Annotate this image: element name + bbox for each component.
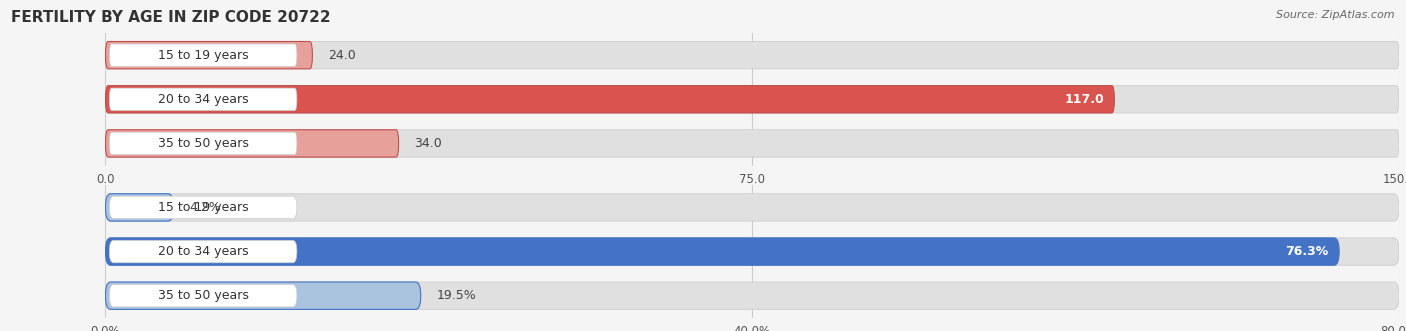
Text: FERTILITY BY AGE IN ZIP CODE 20722: FERTILITY BY AGE IN ZIP CODE 20722 <box>11 10 330 25</box>
FancyBboxPatch shape <box>110 44 297 67</box>
FancyBboxPatch shape <box>105 282 1399 309</box>
FancyBboxPatch shape <box>110 132 297 155</box>
FancyBboxPatch shape <box>105 130 1399 157</box>
Text: 117.0: 117.0 <box>1064 93 1104 106</box>
Text: 24.0: 24.0 <box>328 49 356 62</box>
FancyBboxPatch shape <box>105 41 1399 69</box>
FancyBboxPatch shape <box>105 194 1399 221</box>
Text: Source: ZipAtlas.com: Source: ZipAtlas.com <box>1277 10 1395 20</box>
FancyBboxPatch shape <box>105 238 1399 265</box>
FancyBboxPatch shape <box>105 86 1399 113</box>
FancyBboxPatch shape <box>105 130 399 157</box>
FancyBboxPatch shape <box>105 282 420 309</box>
FancyBboxPatch shape <box>105 238 1339 265</box>
Text: 34.0: 34.0 <box>415 137 441 150</box>
Text: 15 to 19 years: 15 to 19 years <box>157 49 249 62</box>
FancyBboxPatch shape <box>105 86 1115 113</box>
Text: 20 to 34 years: 20 to 34 years <box>157 245 249 258</box>
Text: 19.5%: 19.5% <box>436 289 477 302</box>
Text: 35 to 50 years: 35 to 50 years <box>157 289 249 302</box>
FancyBboxPatch shape <box>110 196 297 219</box>
Text: 76.3%: 76.3% <box>1285 245 1329 258</box>
FancyBboxPatch shape <box>110 240 297 263</box>
Text: 15 to 19 years: 15 to 19 years <box>157 201 249 214</box>
FancyBboxPatch shape <box>105 41 312 69</box>
FancyBboxPatch shape <box>105 194 173 221</box>
Text: 20 to 34 years: 20 to 34 years <box>157 93 249 106</box>
FancyBboxPatch shape <box>110 88 297 111</box>
FancyBboxPatch shape <box>110 284 297 307</box>
Text: 4.2%: 4.2% <box>188 201 221 214</box>
Text: 35 to 50 years: 35 to 50 years <box>157 137 249 150</box>
